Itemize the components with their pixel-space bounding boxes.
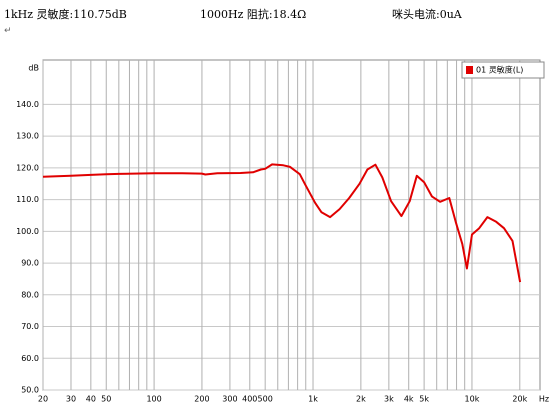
x-axis-label: Hz	[539, 395, 549, 404]
x-tick-label: 20k	[512, 395, 527, 404]
y-tick-label: 50.0	[21, 386, 39, 395]
x-tick-label: 5k	[419, 395, 429, 404]
mic-current: 咪头电流:0uA	[392, 8, 462, 21]
y-tick-label: 110.0	[16, 195, 39, 204]
y-tick-label: 130.0	[16, 132, 39, 141]
x-tick-label: 30	[66, 395, 76, 404]
y-axis-label: dB	[28, 64, 39, 73]
x-tick-label: 50	[101, 395, 111, 404]
x-tick-label: 20	[38, 395, 48, 404]
x-tick-label: 300	[222, 395, 237, 404]
impedance: 1000Hz 阻抗:18.4Ω	[200, 8, 307, 21]
legend-swatch	[466, 66, 473, 74]
x-tick-label: 10k	[465, 395, 480, 404]
y-tick-label: 80.0	[21, 290, 39, 299]
plot-area	[42, 59, 541, 391]
x-tick-label: 3k	[384, 395, 394, 404]
y-tick-label: 140.0	[16, 100, 39, 109]
y-tick-label: 120.0	[16, 163, 39, 172]
y-tick-label: 100.0	[16, 227, 39, 236]
x-tick-label: 2k	[356, 395, 366, 404]
x-tick-label: 500	[258, 395, 273, 404]
y-tick-label: 60.0	[21, 354, 39, 363]
x-tick-label: 100	[146, 395, 161, 404]
x-tick-label: 1k	[308, 395, 318, 404]
legend-box	[461, 61, 545, 79]
sensitivity: 1kHz 灵敏度:110.75dB	[4, 8, 127, 21]
x-tick-label: 40	[86, 395, 96, 404]
y-tick-label: 70.0	[21, 322, 39, 331]
paragraph-mark: ↵	[4, 26, 12, 36]
x-tick-label: 200	[194, 395, 209, 404]
series-line	[42, 163, 522, 283]
legend-label: 01 灵敏度(L)	[476, 65, 523, 75]
x-tick-label: 4k	[404, 395, 414, 404]
x-tick-label: 400	[242, 395, 257, 404]
y-tick-label: 90.0	[21, 259, 39, 268]
